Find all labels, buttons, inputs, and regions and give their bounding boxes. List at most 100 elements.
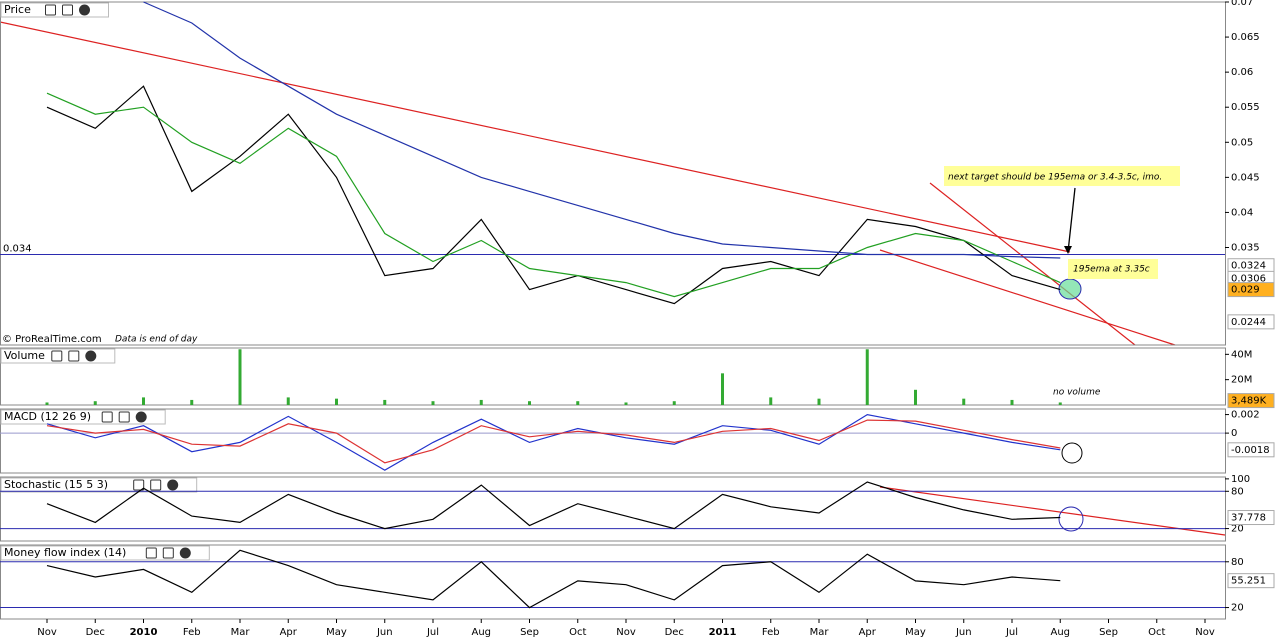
volume-bar — [1010, 399, 1014, 405]
volume-bar — [335, 398, 338, 405]
series-line — [46, 481, 1061, 530]
value-marker-box — [1227, 442, 1275, 458]
panel-title: Price — [4, 3, 31, 16]
value-marker-box — [1227, 282, 1275, 298]
panel-icon[interactable] — [150, 479, 162, 491]
annotation: next target should be 195ema or 3.4-3.5c… — [948, 173, 1162, 183]
trend-line — [929, 182, 1136, 346]
volume-bar — [576, 401, 580, 405]
trend-line — [0, 21, 1071, 253]
arrow — [1067, 187, 1076, 253]
x-tick-label: 2010 — [130, 627, 158, 638]
panel-frame — [0, 347, 1226, 406]
x-tick-label: Oct — [569, 627, 586, 638]
value-marker: 0.0324 — [1231, 261, 1266, 272]
panel-frame — [0, 476, 1226, 542]
volume-bar — [45, 402, 49, 405]
volume-bar — [624, 402, 628, 405]
value-marker-box — [1227, 573, 1275, 589]
volume-bar — [914, 389, 917, 405]
panel-title: Stochastic (15 5 3) — [4, 478, 108, 491]
panel-icon[interactable] — [179, 547, 191, 559]
panel-icon[interactable] — [133, 479, 145, 491]
volume-bar — [431, 401, 435, 405]
annotation: 195ema at 3.35c — [1073, 265, 1150, 275]
panel-icon[interactable] — [135, 411, 147, 423]
panel-icon[interactable] — [62, 4, 73, 16]
annotation-box — [944, 166, 1180, 186]
series-line — [143, 1, 1061, 259]
panel-icon[interactable] — [101, 411, 113, 423]
note: Data is end of day — [115, 335, 198, 345]
volume-bar — [817, 398, 821, 405]
panel-icon[interactable] — [167, 479, 179, 491]
panel-icon[interactable] — [118, 411, 130, 423]
value-marker: 55.251 — [1231, 576, 1266, 587]
x-tick-label: Nov — [1195, 627, 1215, 638]
value-marker: -0.0018 — [1231, 445, 1270, 456]
volume-bar — [672, 401, 676, 405]
panel-title: MACD (12 26 9) — [4, 410, 91, 423]
highlight-circle — [1061, 442, 1083, 464]
x-tick-label: Feb — [762, 627, 780, 638]
y-tick-label: 0.07 — [1231, 0, 1253, 8]
volume-bar — [1058, 402, 1062, 405]
panel-icon[interactable] — [145, 547, 157, 559]
x-tick-label: Sep — [1099, 627, 1118, 638]
panel-title: Money flow index (14) — [4, 546, 126, 559]
volume-bar — [142, 397, 145, 405]
panel-icon[interactable] — [162, 547, 174, 559]
y-tick-label: 0.06 — [1231, 67, 1253, 78]
series-line — [46, 85, 1061, 305]
x-tick-label: May — [326, 627, 347, 638]
panel-icon[interactable] — [85, 350, 97, 362]
y-tick-label: 40M — [1231, 349, 1252, 360]
x-tick-label: Dec — [86, 627, 105, 638]
panel-icon[interactable] — [79, 4, 90, 16]
x-tick-label: Mar — [810, 627, 830, 638]
x-tick-label: Apr — [859, 627, 877, 638]
volume-bar — [238, 349, 242, 405]
y-tick-label: 0.002 — [1231, 410, 1260, 421]
panel-title-box — [0, 477, 198, 493]
watermark: © ProRealTime.com — [2, 334, 102, 345]
x-tick-label: 2011 — [709, 627, 737, 638]
panel-title-box — [0, 545, 210, 561]
x-tick-label: Aug — [471, 627, 491, 638]
y-tick-label: 20 — [1231, 524, 1244, 535]
value-marker: 0.0244 — [1231, 317, 1266, 328]
value-marker-box — [1227, 510, 1275, 526]
value-marker: 0.029 — [1231, 285, 1260, 296]
value-marker: 37.778 — [1231, 513, 1266, 524]
trend-line — [879, 249, 1176, 346]
volume-bar — [962, 398, 966, 405]
volume-bar — [93, 401, 97, 405]
x-tick-label: Sep — [520, 627, 539, 638]
x-tick-label: Mar — [231, 627, 251, 638]
value-marker-box — [1227, 393, 1275, 409]
y-tick-label: 0.065 — [1231, 32, 1260, 43]
y-tick-label: 20 — [1231, 603, 1244, 614]
x-tick-label: Jul — [426, 627, 439, 638]
volume-bar — [769, 397, 773, 405]
x-tick-label: Nov — [37, 627, 57, 638]
panel-icon[interactable] — [45, 4, 56, 16]
y-tick-label: 0.035 — [1231, 243, 1260, 254]
y-tick-label: 80 — [1231, 486, 1244, 497]
panel-icon[interactable] — [51, 350, 63, 362]
value-marker: 0.0306 — [1231, 273, 1266, 284]
annotation: no volume — [1053, 388, 1101, 398]
y-tick-label: 100 — [1231, 474, 1250, 485]
panel-frame — [0, 408, 1226, 474]
volume-bar — [865, 349, 869, 405]
annotation-box — [1068, 259, 1158, 279]
y-tick-label: 80 — [1231, 557, 1244, 568]
panel-icon[interactable] — [68, 350, 80, 362]
y-tick-label: 0.045 — [1231, 172, 1260, 183]
volume-bar — [479, 399, 483, 405]
reference-label: 0.034 — [3, 244, 32, 255]
x-tick-label: May — [905, 627, 926, 638]
value-marker: 3,489K — [1231, 396, 1267, 407]
volume-bar — [190, 399, 194, 405]
